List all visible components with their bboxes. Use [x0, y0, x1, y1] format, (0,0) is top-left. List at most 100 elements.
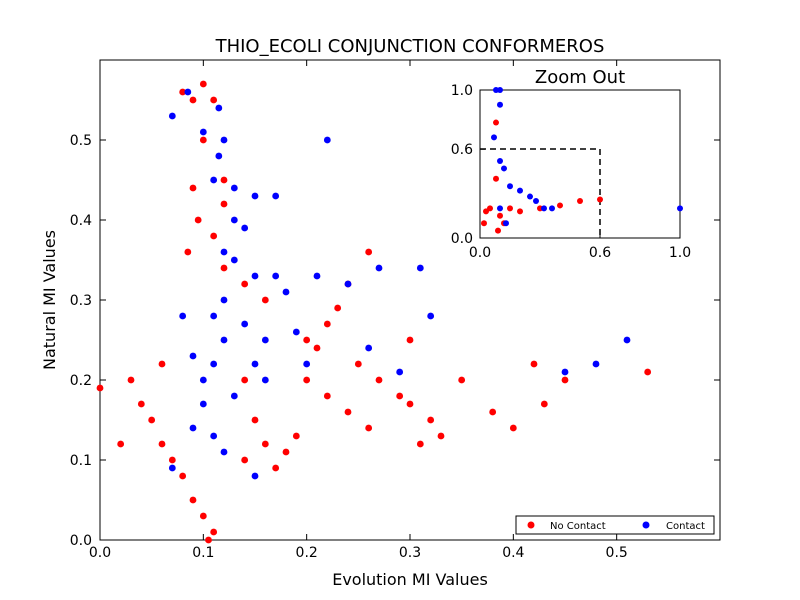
inset-y-axis-ticks: 0.0 0.6 1.0: [451, 83, 485, 247]
x-tick-label: 0.0: [89, 545, 111, 561]
no-contact-point: [365, 424, 373, 432]
no-contact-point: [458, 376, 466, 384]
no-contact-point: [241, 456, 249, 464]
inset-contact-point: [541, 205, 547, 212]
no-contact-point: [220, 200, 228, 208]
inset-no-contact-point: [557, 202, 563, 209]
contact-point: [168, 464, 176, 472]
contact-point: [220, 336, 228, 344]
no-contact-point: [194, 216, 202, 224]
y-tick-label: 0.0: [70, 533, 92, 549]
inset-contact-point: [549, 205, 555, 212]
no-contact-point: [168, 456, 176, 464]
y-tick-label: 0.5: [70, 133, 92, 149]
no-contact-point: [220, 264, 228, 272]
no-contact-point: [241, 280, 249, 288]
contact-point: [210, 312, 218, 320]
contact-point: [592, 360, 600, 368]
x-tick-label: 0.2: [296, 545, 318, 561]
inset-no-contact-point: [517, 208, 523, 215]
contact-point: [261, 376, 269, 384]
contact-point: [251, 192, 259, 200]
no-contact-point: [323, 320, 331, 328]
inset-no-contact-point: [497, 212, 503, 219]
inset-x-tick-label: 0.6: [589, 245, 611, 261]
contact-point: [251, 360, 259, 368]
y-tick-label: 0.1: [70, 453, 92, 469]
no-contact-point: [137, 400, 145, 408]
no-contact-point: [179, 88, 187, 96]
no-contact-point: [509, 424, 517, 432]
no-contact-point: [179, 472, 187, 480]
no-contact-point: [96, 384, 104, 392]
x-tick-label: 0.1: [192, 545, 214, 561]
inset-zoom-box: [480, 148, 601, 238]
contact-point: [251, 272, 259, 280]
no-contact-point: [158, 440, 166, 448]
no-contact-point: [365, 248, 373, 256]
contact-point: [220, 248, 228, 256]
inset-y-tick-label: 0.0: [451, 231, 473, 247]
no-contact-point: [303, 336, 311, 344]
no-contact-point: [241, 376, 249, 384]
contact-point: [230, 256, 238, 264]
inset-contact-point: [501, 165, 507, 172]
no-contact-point: [261, 440, 269, 448]
contact-point: [220, 136, 228, 144]
inset-contact-point: [677, 205, 683, 212]
inset-contact-point: [497, 158, 503, 165]
no-contact-point: [292, 432, 300, 440]
contact-point: [168, 112, 176, 120]
contact-point: [189, 424, 197, 432]
legend-marker-no-contact: [527, 521, 535, 529]
inset-plot: Zoom Out 0.0 0.6 1.0 0.0 0.6 1.0: [451, 67, 691, 261]
inset-contact-point: [517, 187, 523, 194]
no-contact-point: [199, 136, 207, 144]
inset-title: Zoom Out: [535, 67, 625, 88]
inset-x-tick-label: 0.0: [469, 245, 491, 261]
chart-title: THIO_ECOLI CONJUNCTION CONFORMEROS: [215, 36, 605, 57]
y-tick-label: 0.2: [70, 373, 92, 389]
no-contact-point: [354, 360, 362, 368]
inset-contact-point: [491, 134, 497, 141]
inset-contact-point: [503, 220, 509, 227]
inset-no-contact-point: [493, 175, 499, 182]
inset-no-contact-point: [481, 220, 487, 227]
inset-no-contact-point: [483, 208, 489, 215]
contact-point: [396, 368, 404, 376]
no-contact-point: [220, 176, 228, 184]
contact-point: [251, 472, 259, 480]
no-contact-point: [644, 368, 652, 376]
contact-point: [230, 184, 238, 192]
inset-contact-point: [497, 205, 503, 212]
contact-point: [261, 336, 269, 344]
contact-point: [215, 104, 223, 112]
contact-point: [210, 360, 218, 368]
contact-point: [199, 376, 207, 384]
inset-no-contact-point: [507, 205, 513, 212]
contact-point: [199, 400, 207, 408]
contact-point: [220, 448, 228, 456]
no-contact-point: [189, 496, 197, 504]
legend-marker-contact: [642, 521, 650, 529]
contact-point: [561, 368, 569, 376]
no-contact-point: [313, 344, 321, 352]
inset-y-tick-label: 1.0: [451, 83, 473, 99]
inset-y-tick-label: 0.6: [451, 142, 473, 158]
contact-point: [313, 272, 321, 280]
no-contact-point: [127, 376, 135, 384]
x-axis-label: Evolution MI Values: [332, 570, 488, 589]
inset-contact-point: [493, 87, 499, 93]
contact-point: [375, 264, 383, 272]
no-contact-point: [251, 416, 259, 424]
y-tick-label: 0.3: [70, 293, 92, 309]
no-contact-point: [210, 96, 218, 104]
no-contact-point: [158, 360, 166, 368]
no-contact-point: [375, 376, 383, 384]
inset-no-contact-point: [495, 227, 501, 234]
contact-point: [210, 176, 218, 184]
no-contact-point: [189, 184, 197, 192]
no-contact-point: [561, 376, 569, 384]
no-contact-point: [530, 360, 538, 368]
no-contact-point: [117, 440, 125, 448]
